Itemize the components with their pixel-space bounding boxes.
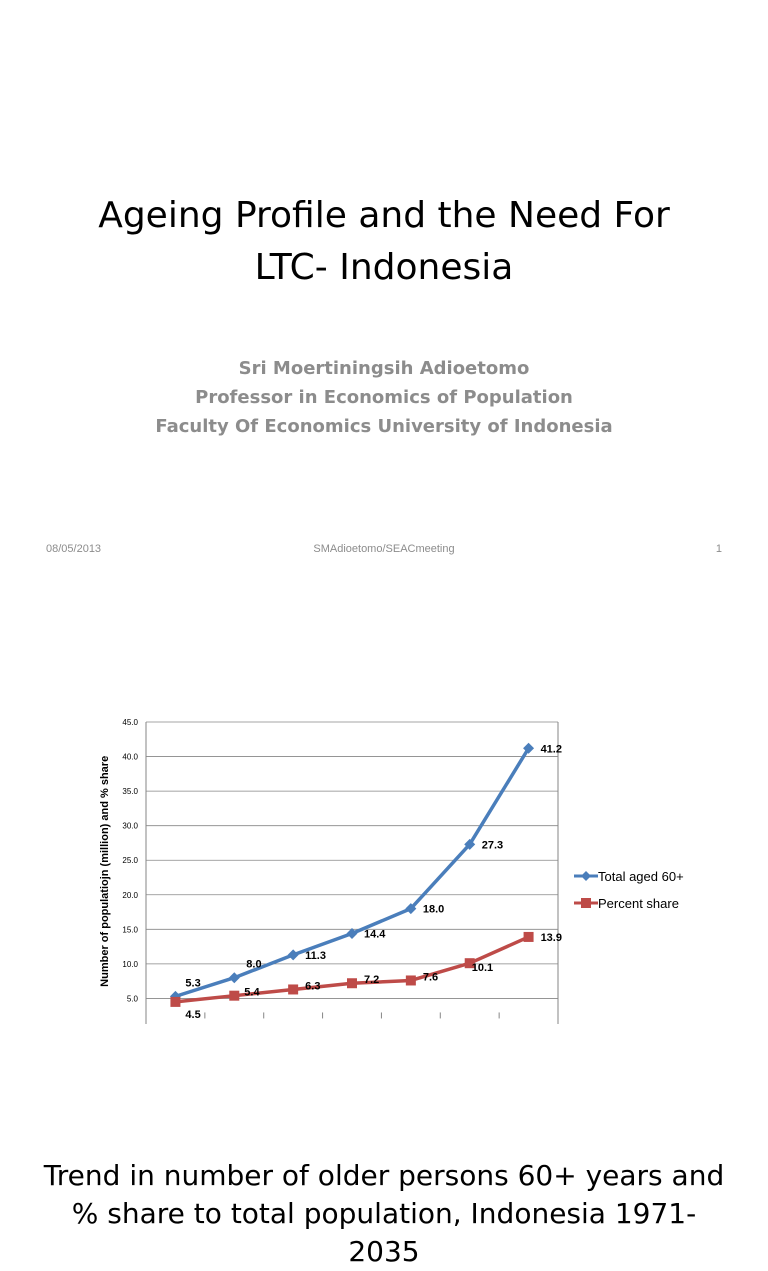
- footer-page-number: 1: [715, 543, 722, 555]
- data-label: 7.2: [364, 974, 379, 986]
- title-slide: Ageing Profile and the Need For LTC- Ind…: [0, 0, 768, 568]
- author-position: Professor in Economics of Population: [195, 387, 573, 408]
- y-tick-label: 45.0: [122, 718, 138, 727]
- data-label: 13.9: [541, 932, 562, 944]
- author-name: Sri Moertiningsih Adioetomo: [238, 358, 530, 379]
- line-chart: 45.0 40.0 35.0 30.0 25.0 20.0 15.0 10.0 5.0 Numbe…: [99, 718, 684, 1024]
- data-label: 8.0: [246, 959, 261, 971]
- chart-title-line-3: 2035: [348, 1235, 420, 1268]
- data-point-marker: [523, 742, 535, 754]
- data-label: 27.3: [482, 839, 503, 851]
- legend-label: Percent share: [598, 896, 679, 911]
- data-label: 41.2: [541, 743, 562, 755]
- data-point-marker: [170, 996, 181, 1007]
- y-tick-label: 10.0: [122, 960, 138, 969]
- y-tick-label: 35.0: [122, 787, 138, 796]
- y-tick-label: 5.0: [127, 994, 139, 1003]
- y-tick-label: 20.0: [122, 891, 138, 900]
- data-label: 5.3: [185, 977, 200, 989]
- data-label: 5.4: [244, 987, 260, 999]
- footer-center-text: SMAdioetomo/SEACmeeting: [313, 543, 455, 555]
- data-label: 4.5: [185, 1009, 200, 1021]
- data-label: 6.3: [305, 980, 320, 992]
- data-point-marker: [405, 903, 417, 915]
- data-point-marker: [229, 990, 240, 1001]
- data-label: 18.0: [423, 904, 444, 916]
- data-point-marker: [464, 838, 476, 850]
- author-affiliation: Faculty Of Economics University of Indon…: [155, 416, 613, 437]
- presentation-title: Ageing Profile and the Need For LTC- Ind…: [0, 190, 768, 294]
- chart-slide-title: Trend in number of older persons 60+ yea…: [0, 1157, 768, 1271]
- y-axis-label: Number of populatiojn (million) and % sh…: [99, 756, 111, 987]
- data-point-marker: [347, 978, 357, 989]
- footer-date: 08/05/2013: [46, 543, 102, 555]
- data-label: 11.3: [305, 950, 326, 962]
- data-point-marker: [523, 931, 534, 942]
- data-point-marker: [228, 972, 240, 984]
- data-point-marker: [287, 949, 299, 961]
- legend-marker: [581, 871, 591, 881]
- title-line-2: LTC- Indonesia: [254, 247, 514, 288]
- data-label: 7.6: [423, 971, 438, 983]
- y-tick-label: 25.0: [122, 856, 138, 865]
- chart-title-line-1: Trend in number of older persons 60+ yea…: [43, 1159, 725, 1192]
- data-point-marker: [288, 984, 299, 995]
- y-tick-label: 15.0: [122, 925, 138, 934]
- legend-label: Total aged 60+: [598, 869, 684, 884]
- data-label: 14.4: [364, 928, 386, 940]
- legend-marker: [581, 898, 591, 908]
- chart-title-line-2: % share to total population, Indonesia 1…: [71, 1197, 697, 1230]
- author-block: Sri Moertiningsih Adioetomo Professor in…: [0, 354, 768, 441]
- y-tick-label: 40.0: [122, 753, 138, 762]
- data-point-marker: [346, 927, 358, 939]
- title-line-1: Ageing Profile and the Need For: [98, 195, 670, 236]
- data-point-marker: [464, 958, 475, 969]
- y-tick-label: 30.0: [122, 822, 138, 831]
- data-label: 10.1: [472, 962, 493, 974]
- data-point-marker: [405, 975, 416, 986]
